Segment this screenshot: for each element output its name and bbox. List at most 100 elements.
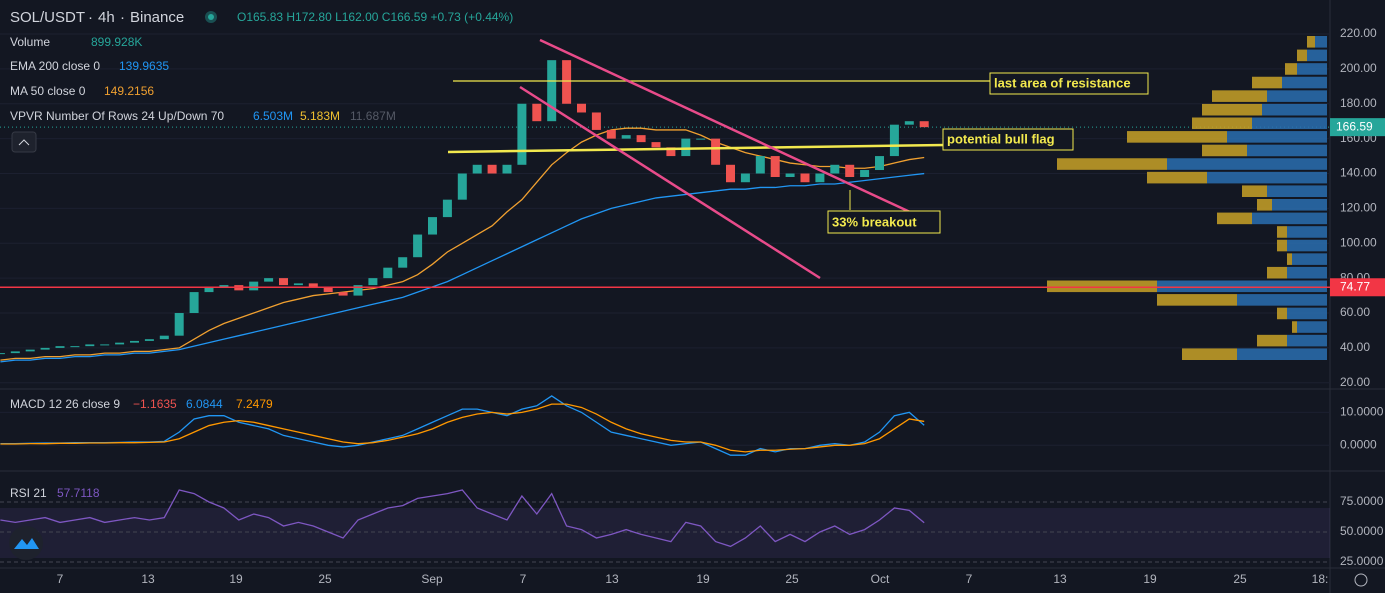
candle — [159, 335, 169, 340]
x-tick-label: 7 — [520, 572, 527, 586]
candle — [681, 138, 691, 157]
vpvr-down — [1242, 185, 1267, 197]
vpvr-down — [1277, 307, 1287, 320]
indicator-value: 5.183M — [300, 109, 340, 123]
candle — [577, 103, 586, 113]
candle — [696, 138, 706, 140]
price-tag-label: 166.59 — [1336, 119, 1373, 133]
y-tick-label: 50.0000 — [1340, 524, 1384, 538]
candle — [353, 285, 363, 296]
x-tick-label: 13 — [141, 572, 155, 586]
indicator-value: 139.9635 — [119, 59, 169, 73]
y-tick-label: 100.00 — [1340, 235, 1377, 249]
vpvr-down — [1192, 117, 1252, 130]
x-tick-label: Sep — [421, 572, 443, 586]
symbol: SOL/USDT — [10, 9, 85, 26]
indicator-name: MACD 12 26 close 9 — [10, 397, 120, 411]
vpvr-up — [1157, 280, 1327, 293]
candle — [383, 267, 393, 279]
candle — [130, 340, 139, 343]
price-tag — [1330, 118, 1385, 137]
candle — [338, 292, 348, 296]
settings-icon[interactable] — [1354, 573, 1368, 587]
rsi-line — [0, 489, 925, 548]
vpvr-down — [1217, 212, 1252, 225]
candle — [85, 344, 95, 347]
candle — [249, 281, 259, 291]
vpvr-up — [1272, 199, 1327, 211]
candle — [398, 257, 408, 268]
vpvr-up — [1315, 36, 1327, 48]
vpvr-down — [1267, 266, 1287, 279]
vpvr-up — [1247, 144, 1327, 157]
ema-line — [0, 172, 925, 363]
candle — [457, 173, 467, 200]
vpvr-down — [1057, 158, 1167, 170]
indicator-name: MA 50 close 0 — [10, 84, 86, 98]
candle — [472, 164, 482, 174]
indicator-value: 57.7118 — [57, 486, 100, 500]
candle — [442, 199, 452, 218]
vpvr-up — [1287, 307, 1327, 320]
vpvr-down — [1147, 171, 1207, 184]
candle — [517, 103, 527, 165]
vpvr-up — [1287, 239, 1327, 252]
candle — [800, 173, 810, 183]
candle — [904, 121, 914, 125]
candle — [889, 124, 899, 157]
y-tick-label: 10.0000 — [1340, 405, 1384, 419]
annotation-box — [827, 210, 941, 234]
indicator-value: 11.687M — [350, 109, 396, 123]
vpvr-up — [1292, 253, 1327, 265]
candle — [562, 60, 572, 104]
vpvr-down — [1127, 131, 1227, 143]
x-tick-label: 13 — [605, 572, 619, 586]
y-tick-label: 25.0000 — [1340, 554, 1384, 568]
vpvr-up — [1307, 49, 1327, 62]
candle — [428, 217, 437, 235]
x-tick-label: 19 — [1143, 572, 1157, 586]
separator: · — [120, 9, 125, 26]
candle — [293, 283, 303, 286]
candle — [204, 286, 214, 293]
vpvr-up — [1297, 321, 1327, 333]
candle — [815, 173, 825, 183]
ohlc: O165.83 H172.80 L162.00 C166.59 +0.73 (+… — [237, 10, 513, 24]
ma-line — [0, 127, 925, 361]
price-tag-label: 74.77 — [1340, 279, 1370, 293]
vpvr-down — [1277, 239, 1287, 252]
vpvr-up — [1227, 131, 1327, 143]
vpvr-up — [1287, 334, 1327, 347]
indicator-name: VPVR Number Of Rows 24 Up/Down 70 — [10, 109, 224, 123]
candle — [219, 285, 229, 287]
vpvr-down — [1252, 76, 1282, 89]
vpvr-down — [1287, 253, 1292, 265]
y-tick-label: 20.00 — [1340, 375, 1370, 389]
vpvr-down — [1277, 226, 1287, 238]
candle — [55, 346, 65, 348]
candle — [651, 142, 661, 148]
vpvr-down — [1307, 36, 1315, 48]
logo[interactable] — [9, 526, 43, 560]
y-tick-label: 220.00 — [1340, 26, 1377, 40]
candle — [0, 353, 5, 355]
x-tick-label: 7 — [966, 572, 973, 586]
vpvr-up — [1262, 103, 1327, 116]
indicator-value: 899.928K — [91, 35, 142, 49]
candle — [115, 342, 125, 345]
candle — [413, 234, 423, 258]
x-tick-label: 25 — [318, 572, 332, 586]
indicator-value: −1.1635 — [133, 397, 177, 411]
y-tick-label: 40.00 — [1340, 340, 1370, 354]
x-tick-label: Oct — [871, 572, 890, 586]
collapse-button[interactable] — [11, 131, 37, 153]
vpvr-up — [1237, 348, 1327, 360]
vpvr-down — [1212, 90, 1267, 102]
candle — [323, 286, 333, 293]
vpvr-down — [1202, 103, 1262, 116]
background-layer — [0, 33, 1330, 563]
vpvr-up — [1207, 171, 1327, 184]
candle — [875, 156, 884, 171]
vpvr-up — [1252, 117, 1327, 130]
